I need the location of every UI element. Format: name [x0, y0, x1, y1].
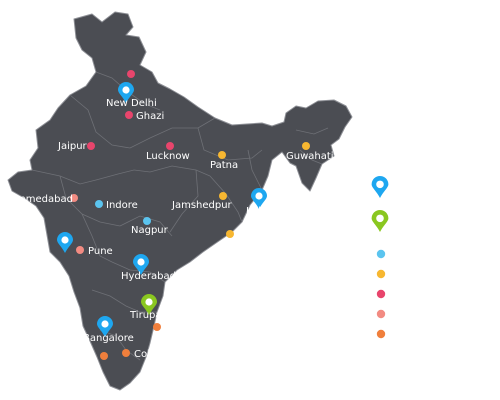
city-dot-kochi[interactable] [100, 352, 108, 360]
city-markers [57, 70, 310, 360]
city-dot-chennai[interactable] [153, 323, 161, 331]
city-label-new-delhi: New Delhi [106, 98, 157, 109]
city-label-jamshedpur: Jamshedpur [171, 200, 233, 211]
city-label-pune: Pune [88, 246, 113, 257]
city-pin-bangalore[interactable] [97, 316, 113, 337]
city-dot-pune[interactable] [76, 246, 84, 254]
city-dot-ahmedabad[interactable] [70, 194, 78, 202]
legend-pin-pin_secondary[interactable] [371, 209, 389, 232]
legend-pin-pin_primary[interactable] [371, 175, 389, 198]
city-label-hyderabad: Hyderabad [121, 271, 176, 282]
legend-dot-dot_pink[interactable] [376, 289, 386, 299]
legend-dot-dot_salmon[interactable] [376, 309, 386, 319]
city-dot-coimbatore[interactable] [122, 349, 130, 357]
city-label-nagpur: Nagpur [131, 225, 169, 236]
city-dot-patna[interactable] [218, 151, 226, 159]
city-label-kolkata: Kol [246, 206, 261, 217]
city-dot-indore[interactable] [95, 200, 103, 208]
map-pin-hole [376, 180, 384, 189]
legend-dot-dot_orange[interactable] [376, 329, 386, 339]
city-label-lucknow: Lucknow [146, 151, 190, 162]
map-pin-hole [122, 86, 130, 94]
city-dot-bhubaneswar[interactable] [226, 230, 234, 238]
city-label-jaipur: Jaipur [57, 141, 88, 152]
city-pin-tirupati[interactable] [141, 294, 157, 315]
city-label-patna: Patna [210, 160, 238, 171]
city-label-ahmedabad: mmedabad [16, 194, 73, 205]
city-label-coimbatore: Coim [134, 349, 160, 360]
legend-dot-dot_blue[interactable] [376, 249, 386, 259]
city-dot-guwahati[interactable] [302, 142, 310, 150]
map-pin-hole [145, 298, 153, 306]
city-dot-lucknow[interactable] [166, 142, 174, 150]
map-pin-hole [376, 214, 384, 223]
city-label-indore: Indore [106, 200, 138, 211]
city-label-bangalore: Bangalore [83, 333, 134, 344]
map-legend [371, 175, 389, 339]
city-pin-kolkata[interactable] [251, 188, 267, 209]
city-dot-jamshedpur[interactable] [219, 192, 227, 200]
city-pin-mumbai[interactable] [57, 232, 73, 253]
city-dot-chandigarh[interactable] [127, 70, 135, 78]
city-dot-ghaziabad[interactable] [125, 111, 133, 119]
map-pin-hole [137, 258, 145, 266]
city-dot-nagpur[interactable] [143, 217, 151, 225]
city-dot-jaipur[interactable] [87, 142, 95, 150]
map-pin-hole [101, 320, 109, 328]
city-label-tirupati: Tirupa [129, 310, 162, 321]
city-pin-hyderabad[interactable] [133, 254, 149, 275]
city-label-ghaziabad: Ghazi [136, 111, 164, 122]
india-mainland [7, 11, 353, 391]
city-pin-new-delhi[interactable] [118, 82, 134, 103]
city-label-guwahati: Guwahati [286, 151, 334, 162]
map-pin-hole [61, 236, 69, 244]
map-pin-hole [255, 192, 263, 200]
city-labels: New Delhi Ghazi Jaipur Lucknow Patna Guwahati… [16, 98, 334, 360]
legend-dot-dot_yellow[interactable] [376, 269, 386, 279]
